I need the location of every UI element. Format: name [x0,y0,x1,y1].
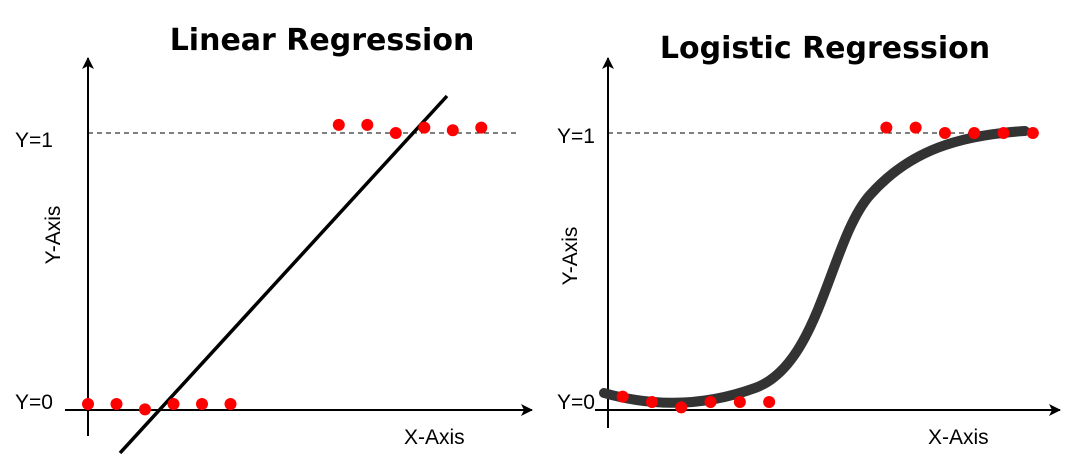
logistic-x-axis-label: X-Axis [928,426,989,449]
data-point [675,401,688,414]
linear-regression-line [118,94,449,455]
data-point [475,121,488,134]
data-point [880,121,893,134]
data-point [82,398,94,410]
data-point [196,398,208,410]
logistic-regression-panel: Logistic Regression Y=1 Y=0 Y-Axis X-Axi… [557,31,1061,449]
linear-regression-panel: Linear Regression Y=1 Y=0 Y-Axis X-Axis [15,23,533,455]
linear-y-axis-label: Y-Axis [42,206,65,265]
data-point [418,121,431,134]
data-point [704,396,717,408]
data-point [968,127,981,139]
data-point [1026,127,1039,139]
logistic-panel-title: Logistic Regression [660,31,990,66]
data-point [332,118,345,131]
data-point [909,121,922,134]
data-point [645,396,658,408]
data-point [616,390,629,403]
linear-panel-title: Linear Regression [170,23,475,58]
data-point [733,396,746,408]
data-point [224,398,237,410]
data-point [139,403,151,416]
linear-y1-label: Y=1 [15,129,53,152]
data-point [110,398,123,410]
data-point [763,396,776,408]
data-point [167,398,180,410]
data-point [389,127,402,139]
logistic-data-points [616,121,1039,414]
linear-x-axis-label: X-Axis [404,426,465,449]
data-point [938,127,951,139]
sigmoid-curve [599,126,1030,408]
linear-data-points [82,118,488,416]
logistic-y0-label: Y=0 [557,391,595,414]
data-point [361,118,374,131]
data-point [446,124,459,137]
logistic-y-axis-label: Y-Axis [559,227,582,286]
linear-y0-label: Y=0 [15,391,53,414]
data-point [997,127,1010,139]
logistic-y1-label: Y=1 [557,125,595,148]
